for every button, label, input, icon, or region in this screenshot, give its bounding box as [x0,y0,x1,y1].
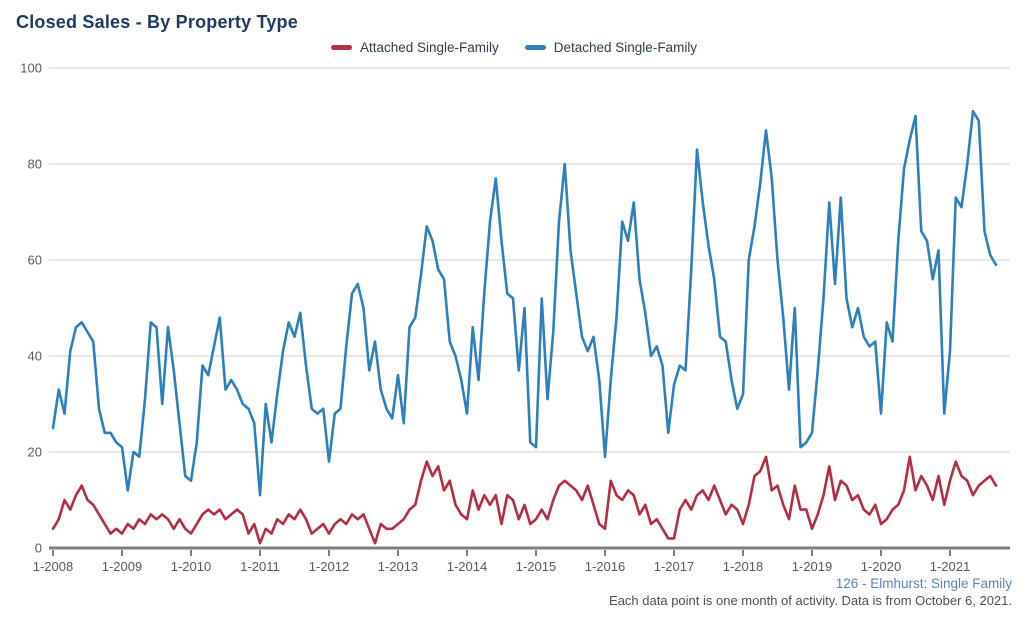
y-tick-label: 0 [35,541,42,556]
legend-item-detached[interactable]: Detached Single-Family [524,40,698,55]
x-tick-label: 1-2020 [861,559,901,574]
legend-label-detached: Detached Single-Family [553,40,698,55]
footer-source-label: 126 - Elmhurst: Single Family [835,576,1012,591]
detached-series-swatch-icon [524,45,546,50]
x-tick-label: 1-2012 [309,559,349,574]
y-tick-label: 40 [28,349,42,364]
detached-series-line[interactable] [51,109,998,497]
x-tick-label: 1-2018 [723,559,763,574]
x-tick-label: 1-2019 [792,559,832,574]
x-tick-label: 1-2008 [33,559,73,574]
legend-item-attached[interactable]: Attached Single-Family [330,40,499,55]
chart-footer: 126 - Elmhurst: Single Family Each data … [609,575,1012,609]
x-tick-label: 1-2017 [654,559,694,574]
legend-label-attached: Attached Single-Family [359,40,499,55]
y-tick-label: 100 [20,61,42,76]
x-tick-label: 1-2009 [102,559,142,574]
attached-series-line[interactable] [51,455,998,545]
footer-note-label: Each data point is one month of activity… [609,592,1012,608]
y-tick-label: 80 [28,157,42,172]
page-title: Closed Sales - By Property Type [16,12,298,32]
attached-series-swatch-icon [330,45,352,50]
x-tick-label: 1-2013 [378,559,418,574]
chart-legend: Attached Single-Family Detached Single-F… [0,40,1028,55]
y-tick-label: 20 [28,445,42,460]
x-tick-label: 1-2015 [516,559,556,574]
x-tick-label: 1-2010 [171,559,211,574]
x-tick-label: 1-2016 [585,559,625,574]
x-tick-label: 1-2014 [447,559,487,574]
x-tick-label: 1-2021 [930,559,970,574]
y-tick-label: 60 [28,253,42,268]
x-tick-label: 1-2011 [240,559,280,574]
